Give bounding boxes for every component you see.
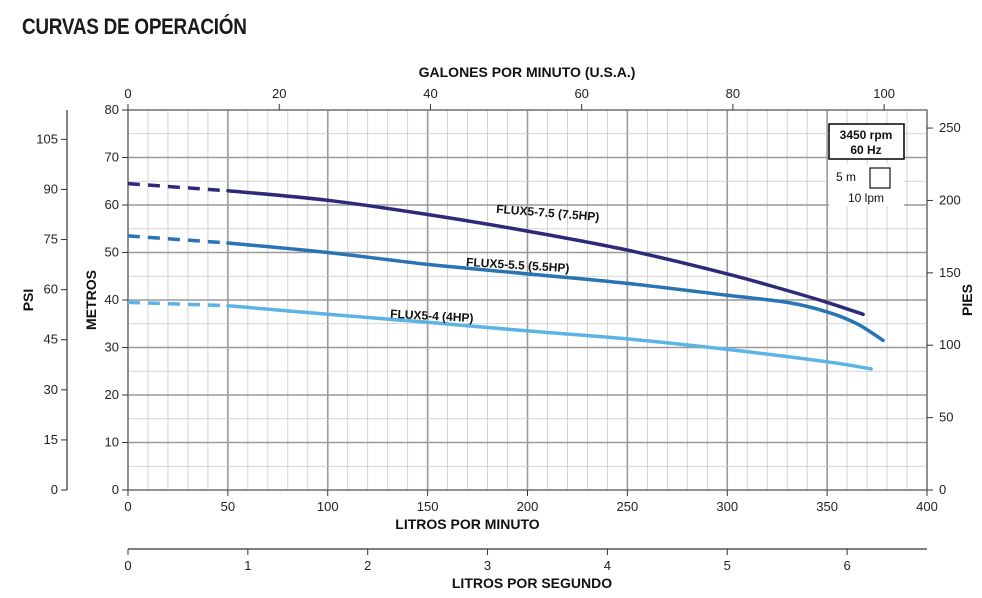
top-tick-label: 60 <box>574 86 588 101</box>
y-tick-label: 10 <box>105 435 119 450</box>
x-tick-label: 400 <box>916 499 938 514</box>
series-layer <box>127 181 885 371</box>
top-tick-label: 100 <box>873 86 895 101</box>
scale-cell-square <box>869 167 891 189</box>
x-tick-label: 50 <box>221 499 235 514</box>
top-tick-label: 0 <box>124 86 131 101</box>
x-axis-title: LITROS POR MINUTO <box>395 516 540 532</box>
scale-width-text: 10 lpm <box>848 191 884 205</box>
scale-height-text: 5 m <box>836 170 856 184</box>
series-dashed-line <box>127 181 229 193</box>
y-tick-label: 20 <box>105 387 119 402</box>
lps-tick-label: 6 <box>843 558 850 573</box>
lps-tick-label: 1 <box>244 558 251 573</box>
psi-tick-label: 45 <box>44 332 58 347</box>
psi-tick-label: 90 <box>44 181 58 196</box>
series-label: FLUX5-4 (4HP) <box>390 307 474 325</box>
ft-tick-label: 100 <box>939 337 961 352</box>
psi-tick-label: 15 <box>44 432 58 447</box>
y-tick-label: 0 <box>112 482 119 497</box>
series-label: FLUX5-5.5 (5.5HP) <box>466 255 570 275</box>
psi-tick-label: 0 <box>51 482 58 497</box>
psi-tick-label: 60 <box>44 282 58 297</box>
psi-tick-label: 75 <box>44 232 58 247</box>
lps-tick-label: 5 <box>724 558 731 573</box>
ft-tick-label: 0 <box>939 482 946 497</box>
lps-tick-label: 2 <box>364 558 371 573</box>
top-tick-label: 40 <box>423 86 437 101</box>
psi-tick-label: 105 <box>36 131 58 146</box>
x-tick-label: 150 <box>417 499 439 514</box>
ft-axis-title: PIES <box>959 284 975 316</box>
lps-tick-label: 4 <box>604 558 611 573</box>
y-axis-title: METROS <box>83 270 99 330</box>
grid <box>127 109 928 491</box>
page-title: CURVAS DE OPERACIÓN <box>22 14 247 39</box>
x-tick-label: 250 <box>617 499 639 514</box>
y-tick-label: 40 <box>105 292 119 307</box>
psi-tick-label: 30 <box>44 382 58 397</box>
scale-box-bg <box>829 164 904 206</box>
y-tick-label: 60 <box>105 197 119 212</box>
lps-tick-label: 3 <box>484 558 491 573</box>
y-tick-label: 70 <box>105 150 119 165</box>
psi-axis-title: PSI <box>20 289 36 312</box>
lps-tick-label: 0 <box>124 558 131 573</box>
y-tick-label: 50 <box>105 245 119 260</box>
rpm-box <box>828 123 905 160</box>
x-tick-label: 350 <box>816 499 838 514</box>
series-dashed-line <box>127 234 229 245</box>
x-tick-label: 200 <box>517 499 539 514</box>
x-tick-label: 100 <box>317 499 339 514</box>
ft-tick-label: 150 <box>939 265 961 280</box>
hz-text: 60 Hz <box>850 143 881 157</box>
ft-tick-label: 250 <box>939 120 961 135</box>
rpm-text: 3450 rpm <box>840 128 893 142</box>
x-tick-label: 0 <box>124 499 131 514</box>
top-tick-label: 80 <box>726 86 740 101</box>
lps-axis-title: LITROS POR SEGUNDO <box>452 575 612 591</box>
series-line <box>226 189 865 317</box>
x-tick-label: 300 <box>716 499 738 514</box>
series-line <box>226 303 873 371</box>
y-tick-label: 30 <box>105 340 119 355</box>
ft-tick-label: 50 <box>939 410 953 425</box>
series-dashed-line <box>127 300 228 308</box>
top-tick-label: 20 <box>272 86 286 101</box>
y-tick-label: 80 <box>105 102 119 117</box>
ft-tick-label: 200 <box>939 192 961 207</box>
series-line <box>226 241 885 343</box>
top-axis-title: GALONES POR MINUTO (U.S.A.) <box>419 64 636 80</box>
